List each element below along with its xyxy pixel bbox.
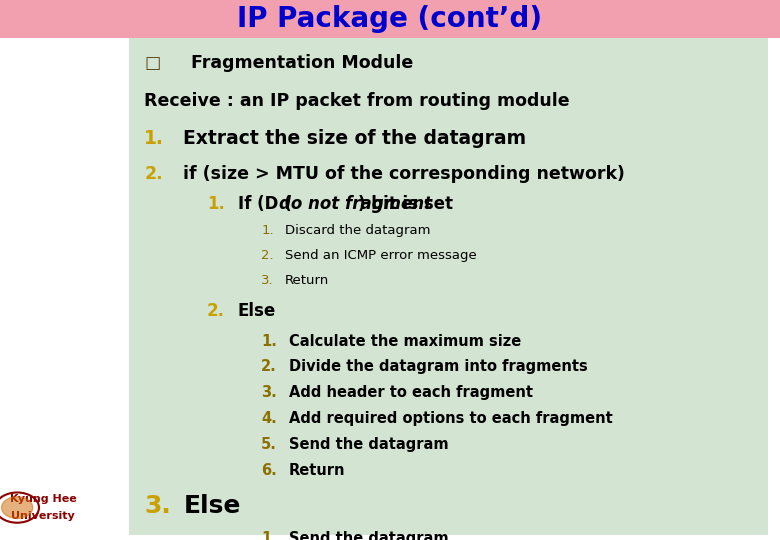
Text: 2.: 2. bbox=[261, 249, 274, 262]
Text: If (D (: If (D ( bbox=[238, 195, 292, 213]
Text: 5.: 5. bbox=[261, 437, 277, 452]
Text: Send an ICMP error message: Send an ICMP error message bbox=[285, 249, 477, 262]
Text: 1.: 1. bbox=[261, 225, 274, 238]
Text: 1.: 1. bbox=[144, 129, 164, 149]
Text: 2.: 2. bbox=[144, 165, 163, 183]
Text: 3.: 3. bbox=[261, 274, 274, 287]
Text: Return: Return bbox=[285, 274, 329, 287]
Text: 2.: 2. bbox=[207, 302, 225, 320]
Text: 4.: 4. bbox=[261, 411, 277, 426]
FancyBboxPatch shape bbox=[129, 38, 768, 535]
Text: if (size > MTU of the corresponding network): if (size > MTU of the corresponding netw… bbox=[183, 165, 626, 183]
Text: Fragmentation Module: Fragmentation Module bbox=[191, 54, 413, 72]
Text: □: □ bbox=[144, 54, 161, 72]
Text: Discard the datagram: Discard the datagram bbox=[285, 225, 431, 238]
Text: 1.: 1. bbox=[207, 195, 225, 213]
Text: Divide the datagram into fragments: Divide the datagram into fragments bbox=[289, 360, 587, 374]
Text: Send the datagram: Send the datagram bbox=[289, 437, 448, 452]
Text: Kyung Hee: Kyung Hee bbox=[9, 495, 76, 504]
Text: Extract the size of the datagram: Extract the size of the datagram bbox=[183, 129, 526, 149]
Text: do not fragment: do not fragment bbox=[279, 195, 432, 213]
Text: 1.: 1. bbox=[261, 531, 277, 540]
Text: University: University bbox=[11, 511, 75, 521]
Text: Send the datagram: Send the datagram bbox=[289, 531, 448, 540]
Text: 2.: 2. bbox=[261, 360, 277, 374]
Text: 3.: 3. bbox=[261, 386, 277, 400]
Text: Calculate the maximum size: Calculate the maximum size bbox=[289, 334, 521, 348]
Text: Else: Else bbox=[183, 494, 241, 518]
Circle shape bbox=[2, 497, 33, 518]
Text: IP Package (cont’d): IP Package (cont’d) bbox=[237, 5, 543, 33]
Text: Else: Else bbox=[238, 302, 276, 320]
Text: Add header to each fragment: Add header to each fragment bbox=[289, 386, 533, 400]
Text: ) bit is set: ) bit is set bbox=[357, 195, 452, 213]
Text: Receive : an IP packet from routing module: Receive : an IP packet from routing modu… bbox=[144, 92, 570, 110]
Text: Add required options to each fragment: Add required options to each fragment bbox=[289, 411, 612, 426]
Text: 6.: 6. bbox=[261, 463, 277, 478]
Text: 1.: 1. bbox=[261, 334, 277, 348]
Text: Return: Return bbox=[289, 463, 345, 478]
Text: 3.: 3. bbox=[144, 494, 171, 518]
FancyBboxPatch shape bbox=[0, 0, 780, 38]
